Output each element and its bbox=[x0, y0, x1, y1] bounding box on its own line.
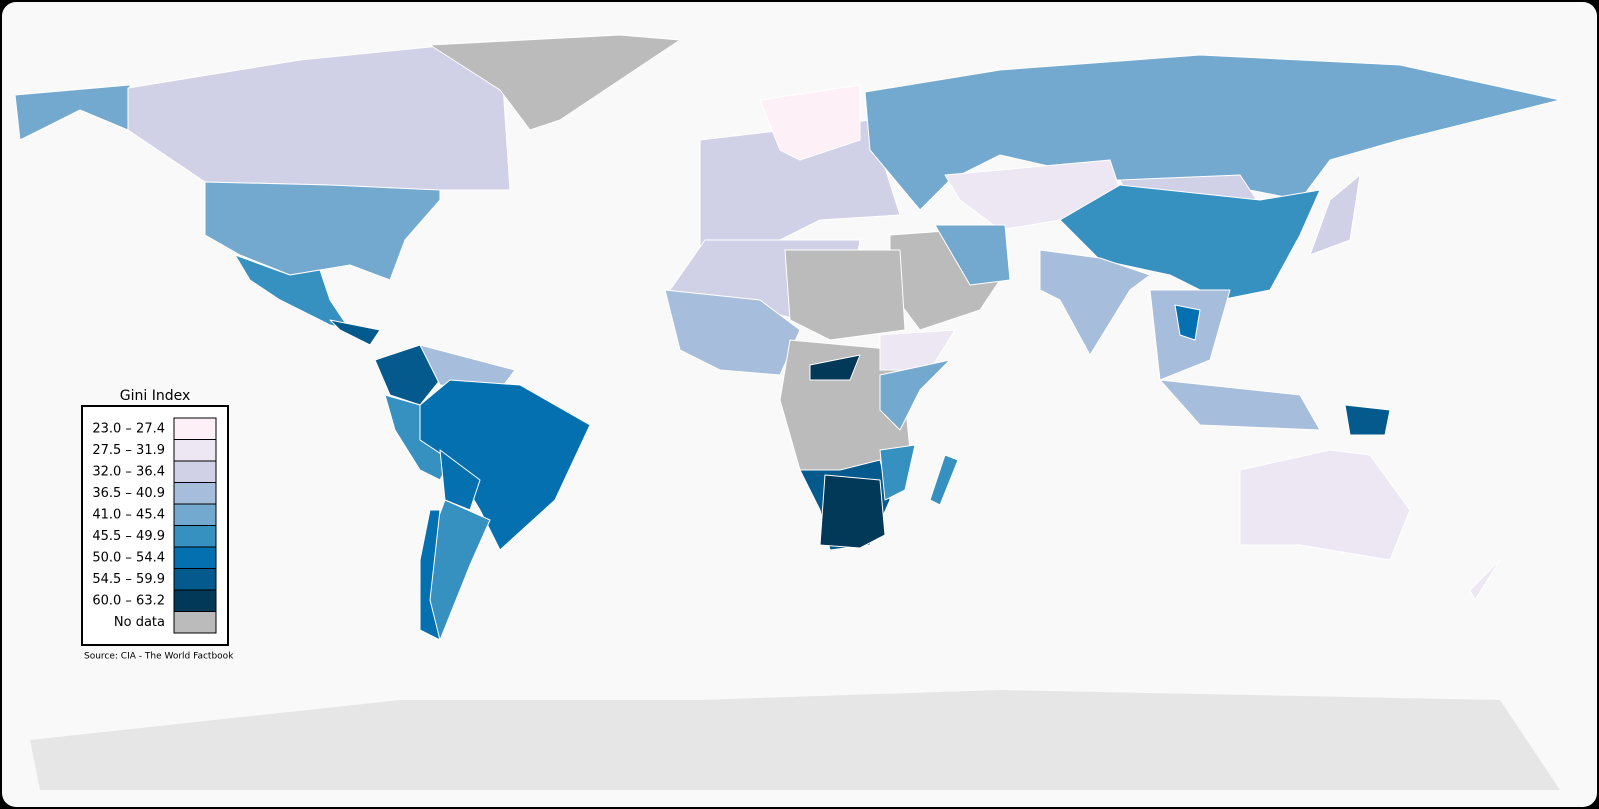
country bbox=[14, 84, 131, 141]
legend-swatch bbox=[173, 589, 217, 612]
country bbox=[879, 359, 951, 431]
antarctica bbox=[30, 690, 1560, 790]
country bbox=[934, 224, 1011, 286]
legend-swatch bbox=[173, 611, 217, 634]
legend-swatch bbox=[173, 568, 217, 591]
country bbox=[759, 84, 861, 161]
legend-label: No data bbox=[114, 615, 165, 630]
country bbox=[809, 354, 861, 381]
source-note: Source: CIA - The World Factbook bbox=[84, 652, 234, 662]
legend-label: 23.0 – 27.4 bbox=[92, 421, 165, 436]
country bbox=[1309, 174, 1361, 256]
legend-label: 50.0 – 54.4 bbox=[92, 550, 165, 565]
country bbox=[929, 454, 959, 506]
country bbox=[1039, 249, 1151, 356]
country bbox=[784, 249, 906, 341]
country bbox=[329, 319, 381, 346]
legend-label: 41.0 – 45.4 bbox=[92, 507, 165, 522]
legend-label: 32.0 – 36.4 bbox=[92, 464, 165, 479]
country bbox=[664, 289, 801, 376]
legend-swatch bbox=[173, 417, 217, 440]
country bbox=[1059, 184, 1321, 301]
legend-label: 54.5 – 59.9 bbox=[92, 572, 165, 587]
legend-label: 45.5 – 49.9 bbox=[92, 529, 165, 544]
country bbox=[374, 344, 441, 406]
legend-swatch bbox=[173, 439, 217, 462]
country bbox=[419, 509, 441, 641]
country bbox=[1239, 449, 1411, 561]
country bbox=[1159, 379, 1321, 431]
legend-swatch bbox=[173, 546, 217, 569]
legend-label: 27.5 – 31.9 bbox=[92, 443, 165, 458]
legend: Gini Index 23.0 – 27.4 27.5 – 31.9 32.0 – … bbox=[81, 388, 229, 646]
country bbox=[1469, 559, 1501, 601]
legend-title: Gini Index bbox=[120, 388, 191, 404]
country bbox=[1344, 404, 1391, 436]
legend-label: 36.5 – 40.9 bbox=[92, 486, 165, 501]
country bbox=[429, 34, 681, 131]
legend-swatch bbox=[173, 503, 217, 526]
country bbox=[1174, 304, 1201, 341]
country bbox=[879, 444, 916, 501]
country bbox=[439, 449, 481, 511]
legend-label: 60.0 – 63.2 bbox=[92, 593, 165, 608]
legend-swatch bbox=[173, 460, 217, 483]
legend-swatch bbox=[173, 482, 217, 505]
country bbox=[819, 474, 886, 549]
country bbox=[204, 181, 441, 281]
legend-swatch bbox=[173, 525, 217, 548]
countries bbox=[14, 34, 1561, 641]
